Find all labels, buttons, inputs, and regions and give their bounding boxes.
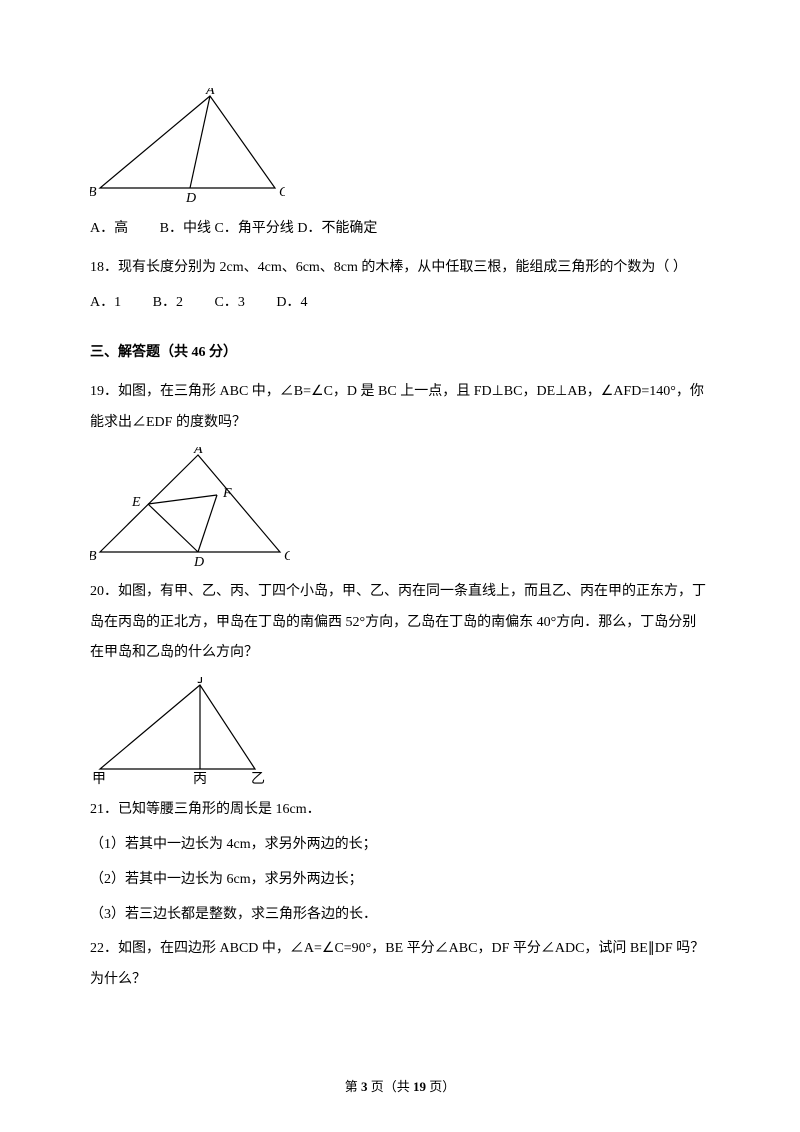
q21-main: 21．已知等腰三角形的周长是 16cm． xyxy=(90,795,710,826)
q18-text: 18．现有长度分别为 2cm、4cm、6cm、8cm 的木棒，从中任取三根，能组… xyxy=(90,253,710,284)
svg-text:A: A xyxy=(193,447,203,457)
section-3-title: 三、解答题（共 46 分） xyxy=(90,338,710,369)
svg-text:B: B xyxy=(90,549,97,564)
figure-q17: A B C D xyxy=(90,88,710,206)
q19-text: 19．如图，在三角形 ABC 中，∠B=∠C，D 是 BC 上一点，且 FD⊥B… xyxy=(90,377,710,439)
q18-opt-b: 2 xyxy=(176,295,183,310)
footer-suffix: 页） xyxy=(426,1079,455,1094)
q18-opt-a: 1 xyxy=(114,295,121,310)
svg-text:D: D xyxy=(193,555,204,569)
svg-text:乙: 乙 xyxy=(251,771,265,787)
q17-opt-a: 高 xyxy=(114,221,128,236)
q20-text: 20．如图，有甲、乙、丙、丁四个小岛，甲、乙、丙在同一条直线上，而且乙、丙在甲的… xyxy=(90,577,710,669)
svg-text:F: F xyxy=(222,486,232,501)
svg-text:D: D xyxy=(185,191,196,206)
svg-text:C: C xyxy=(284,549,290,564)
q21-p1: （1）若其中一边长为 4cm，求另外两边的长； xyxy=(90,830,710,861)
q17-options: A．高 B．中线 C．角平分线 D．不能确定 xyxy=(90,214,710,245)
svg-text:丁: 丁 xyxy=(194,677,208,686)
svg-text:C: C xyxy=(279,185,285,200)
q21-p3: （3）若三边长都是整数，求三角形各边的长． xyxy=(90,900,710,931)
svg-text:E: E xyxy=(131,495,141,510)
page-footer: 第 3 页（共 19 页） xyxy=(0,1073,800,1102)
q17-opt-b: 中线 xyxy=(183,221,211,236)
q22-text: 22．如图，在四边形 ABCD 中，∠A=∠C=90°，BE 平分∠ABC，DF… xyxy=(90,934,710,996)
svg-text:A: A xyxy=(205,88,215,98)
q17-opt-c: 角平分线 xyxy=(238,221,294,236)
q18-opt-c: 3 xyxy=(238,295,245,310)
svg-text:B: B xyxy=(90,185,97,200)
footer-middle: 页（共 xyxy=(367,1079,413,1094)
svg-text:丙: 丙 xyxy=(193,772,207,787)
q18-options: A．1 B．2 C．3 D．4 xyxy=(90,288,710,319)
figure-q20: 丁 甲 乙 丙 xyxy=(90,677,710,787)
figure-q19: A B C D E F xyxy=(90,447,710,569)
footer-total: 19 xyxy=(413,1079,426,1094)
q18-opt-d: 4 xyxy=(300,295,307,310)
q21-p2: （2）若其中一边长为 6cm，求另外两边长； xyxy=(90,865,710,896)
q17-opt-d: 不能确定 xyxy=(321,221,377,236)
svg-text:甲: 甲 xyxy=(92,772,106,787)
footer-prefix: 第 xyxy=(345,1079,361,1094)
